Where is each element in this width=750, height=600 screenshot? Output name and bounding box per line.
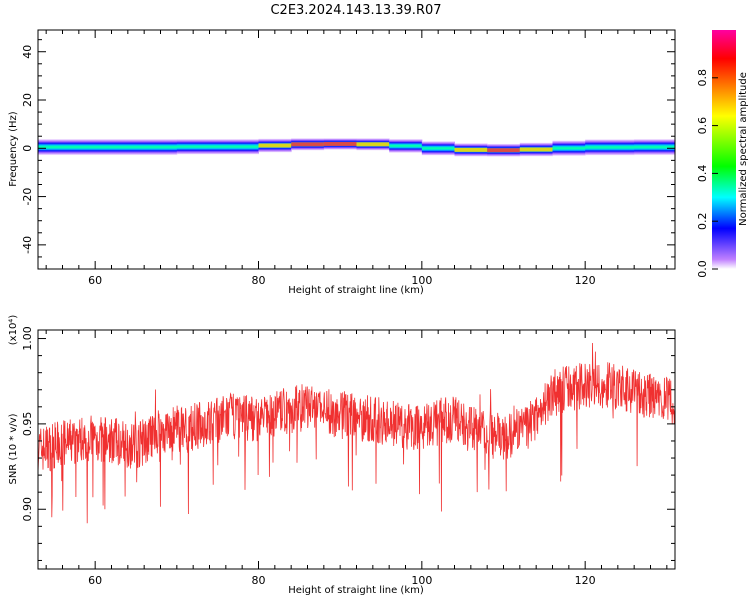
band-core-segment	[258, 143, 292, 148]
snr-x-tick-label: 120	[575, 574, 596, 587]
spectrogram-x-tick-label: 100	[411, 274, 432, 287]
colorbar-tick-label: 0.2	[696, 212, 709, 230]
figure-title: C2E3.2024.143.13.39.R07	[270, 3, 441, 18]
band-segment	[38, 138, 96, 156]
band-segment	[552, 140, 586, 157]
snr-y-tick-label: 0.95	[21, 412, 34, 437]
spectrogram-y-tick-label: 40	[21, 45, 34, 59]
spectrogram-x-tick-label: 60	[88, 274, 102, 287]
snr-series-line	[38, 342, 675, 524]
colorbar-tick-label: 0.4	[696, 165, 709, 183]
spectrogram-x-tick-label: 120	[575, 274, 596, 287]
spectrogram-axes-frame	[37, 29, 676, 270]
band-core-segment	[356, 142, 390, 147]
snr-x-ticks: 60 80 100 120	[88, 574, 596, 587]
snr-x-axis-label: Height of straight line (km)	[288, 585, 424, 596]
spectrogram-y-axis-label: Frequency (Hz)	[8, 111, 19, 187]
spectrogram-panel: 60 80 100 120 -40 -20 0 20 40 Height of straigh…	[8, 29, 676, 296]
band-core-segment	[519, 147, 553, 152]
spectrogram-x-ticks: 60 80 100 120	[88, 274, 596, 287]
snr-y-ticks: 0.90 0.95 1.00	[21, 326, 675, 561]
band-segment	[585, 138, 635, 156]
band-core-segment	[323, 141, 357, 146]
snr-x-tick-label: 100	[411, 574, 432, 587]
snr-y-tick-label: 1.00	[21, 326, 34, 351]
snr-axes-frame	[37, 329, 676, 570]
band-segment	[634, 138, 675, 156]
colorbar-tick-label: 0.6	[696, 117, 709, 135]
band-segment	[176, 138, 259, 155]
snr-x-tick-label: 80	[252, 574, 266, 587]
spectrogram-y-tick-label: 0	[21, 145, 34, 152]
band-core-segment	[454, 147, 488, 152]
colorbar-gradient	[712, 30, 736, 269]
snr-x-tick-label: 60	[88, 574, 102, 587]
colorbar-ticks: 0.0 0.2 0.4 0.6 0.8	[696, 69, 718, 278]
spectrogram-y-ticks: -40 -20 0 20 40	[21, 39, 675, 270]
band-core-segment	[487, 148, 521, 153]
band-segment	[421, 140, 455, 156]
spectral-band	[38, 137, 675, 157]
band-core-segment	[291, 142, 325, 147]
band-segment	[389, 138, 423, 154]
colorbar-label: Normalized spectral amplitude	[738, 72, 749, 226]
colorbar-tick-label: 0.0	[696, 260, 709, 278]
snr-y-axis-label: SNR (10 * v/v)	[8, 413, 19, 484]
spectrogram-y-tick-label: -20	[21, 188, 34, 206]
spectrogram-y-tick-label: 20	[21, 93, 34, 107]
spectrogram-y-tick-label: -40	[21, 236, 34, 254]
spectrogram-x-tick-label: 80	[252, 274, 266, 287]
colorbar-tick-label: 0.8	[696, 69, 709, 87]
snr-y-exponent-label: (x10⁴)	[8, 315, 19, 346]
colorbar: 0.0 0.2 0.4 0.6 0.8 Normalized spectral ampl…	[696, 30, 749, 278]
snr-y-tick-label: 0.90	[21, 497, 34, 522]
spectrogram-x-axis-label: Height of straight line (km)	[288, 285, 424, 296]
band-segment	[95, 138, 178, 156]
snr-panel: 60 80 100 120 0.90 0.95 1.00 Height of straig…	[8, 315, 676, 596]
